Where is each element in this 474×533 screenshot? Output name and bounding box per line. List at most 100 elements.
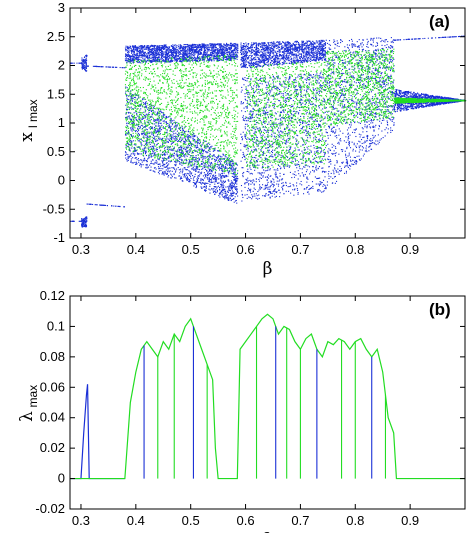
data-point — [83, 65, 85, 67]
data-point — [145, 151, 147, 153]
data-point — [212, 155, 214, 157]
data-point — [227, 51, 229, 53]
data-point — [210, 51, 212, 54]
data-point — [204, 188, 206, 191]
data-point — [223, 196, 225, 198]
data-point — [161, 157, 164, 159]
data-point — [165, 53, 167, 55]
data-point — [230, 48, 232, 50]
data-point — [138, 105, 140, 107]
data-point — [226, 197, 228, 199]
data-point — [228, 163, 231, 165]
data-point — [230, 187, 232, 189]
data-point — [154, 161, 156, 163]
data-point — [228, 186, 230, 188]
data-point — [214, 168, 216, 170]
data-point — [188, 180, 190, 182]
data-point — [171, 50, 173, 52]
data-point — [162, 127, 164, 129]
data-point — [160, 167, 162, 170]
data-point — [205, 187, 207, 189]
data-point — [193, 59, 195, 62]
data-point — [132, 61, 134, 63]
data-point — [174, 60, 176, 62]
data-point — [220, 179, 222, 181]
data-point — [128, 49, 130, 51]
data-point — [221, 167, 223, 170]
data-point — [162, 115, 165, 117]
data-point — [222, 196, 224, 198]
data-point — [174, 48, 176, 50]
data-point — [153, 47, 155, 49]
data-point — [216, 157, 218, 159]
data-point — [227, 199, 229, 201]
data-point — [286, 43, 288, 45]
data-point — [265, 59, 267, 61]
data-point — [231, 190, 233, 192]
data-point — [154, 54, 156, 56]
data-point — [291, 48, 293, 51]
data-point — [154, 128, 156, 130]
data-point — [213, 150, 215, 152]
data-point — [183, 46, 185, 48]
data-point — [185, 151, 188, 153]
data-point — [139, 56, 141, 58]
data-point — [231, 198, 233, 200]
data-point — [162, 143, 164, 145]
data-point — [189, 48, 192, 50]
data-point — [194, 57, 196, 59]
data-point — [263, 60, 265, 62]
data-point — [140, 105, 142, 107]
data-point — [85, 218, 87, 220]
data-point — [225, 48, 227, 51]
data-point — [82, 219, 84, 221]
data-point — [172, 136, 174, 138]
data-point — [148, 156, 150, 158]
data-point — [145, 55, 147, 57]
data-point — [150, 51, 152, 53]
data-point — [218, 161, 220, 163]
data-point — [314, 58, 316, 60]
data-point — [79, 220, 81, 222]
data-point — [165, 55, 167, 57]
data-point — [185, 177, 187, 179]
data-point — [219, 167, 221, 169]
data-point — [205, 189, 207, 192]
data-point — [201, 46, 203, 48]
data-point — [127, 118, 129, 120]
data-point — [198, 43, 201, 46]
data-point — [257, 45, 259, 47]
data-point — [260, 56, 262, 58]
data-point — [301, 41, 303, 43]
data-point — [168, 124, 170, 126]
data-point — [185, 58, 187, 60]
data-point — [196, 51, 198, 53]
data-point — [173, 152, 176, 154]
data-point — [168, 47, 170, 49]
data-point — [212, 189, 214, 191]
data-point — [200, 45, 203, 47]
data-point — [213, 58, 215, 60]
data-point — [191, 51, 193, 54]
data-point — [177, 154, 179, 157]
data-point — [178, 169, 180, 171]
data-point — [81, 225, 84, 227]
data-point — [125, 86, 127, 88]
data-point — [288, 52, 290, 54]
data-point — [189, 49, 191, 51]
data-point — [215, 157, 217, 159]
data-point — [153, 55, 155, 57]
data-point — [190, 173, 192, 175]
data-point — [170, 143, 172, 145]
data-point — [290, 52, 292, 54]
data-point — [212, 45, 214, 47]
data-point — [174, 55, 176, 57]
data-point — [166, 56, 168, 59]
data-point — [216, 43, 218, 45]
data-point — [218, 52, 220, 54]
data-point — [187, 150, 189, 152]
data-point — [164, 154, 166, 156]
data-point — [234, 167, 237, 169]
data-point — [82, 220, 84, 222]
data-point — [176, 60, 178, 62]
